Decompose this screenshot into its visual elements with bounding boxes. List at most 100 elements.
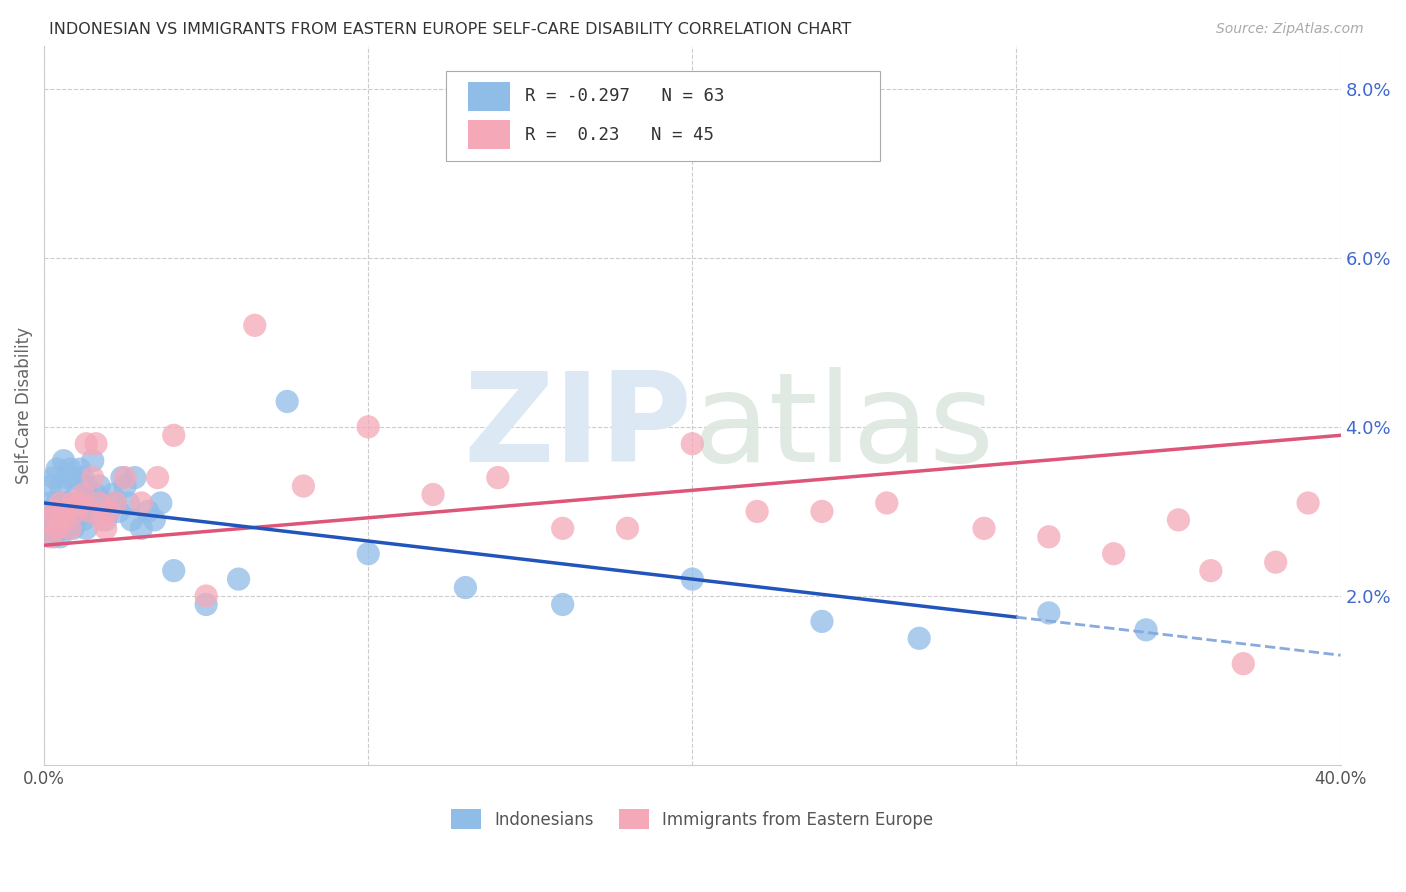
Point xyxy=(39,479,62,493)
Point xyxy=(1038,606,1060,620)
Point xyxy=(454,581,477,595)
Legend: Indonesians, Immigrants from Eastern Europe: Indonesians, Immigrants from Eastern Eur… xyxy=(444,802,941,836)
Point xyxy=(276,394,298,409)
Point xyxy=(52,513,75,527)
Point xyxy=(49,496,72,510)
Point xyxy=(42,504,65,518)
Point xyxy=(59,462,82,476)
Point xyxy=(89,496,111,510)
Point xyxy=(62,470,84,484)
Point xyxy=(49,530,72,544)
Point xyxy=(37,513,59,527)
Point xyxy=(681,436,703,450)
Point xyxy=(72,470,94,484)
Point xyxy=(1167,513,1189,527)
Point xyxy=(486,470,509,484)
Point xyxy=(39,496,62,510)
Point xyxy=(37,521,59,535)
Point xyxy=(811,615,834,629)
Point xyxy=(163,564,186,578)
Point xyxy=(82,453,104,467)
Point xyxy=(107,504,129,518)
Point xyxy=(46,496,69,510)
Point xyxy=(91,513,114,527)
Point xyxy=(101,487,124,501)
Text: ZIP: ZIP xyxy=(464,367,692,488)
Text: R =  0.23   N = 45: R = 0.23 N = 45 xyxy=(524,126,714,144)
Point xyxy=(46,521,69,535)
Point xyxy=(39,530,62,544)
Point xyxy=(79,504,101,518)
Point xyxy=(79,504,101,518)
Point xyxy=(65,504,87,518)
FancyBboxPatch shape xyxy=(446,71,880,161)
Point xyxy=(357,420,380,434)
Point xyxy=(422,487,444,501)
Point xyxy=(681,572,703,586)
Point xyxy=(114,470,136,484)
Point xyxy=(973,521,995,535)
Point xyxy=(69,462,91,476)
Point xyxy=(1199,564,1222,578)
Point xyxy=(56,470,79,484)
Point xyxy=(104,496,127,510)
Point xyxy=(52,496,75,510)
Point xyxy=(97,504,120,518)
Point xyxy=(104,496,127,510)
Point xyxy=(62,496,84,510)
Text: R = -0.297   N = 63: R = -0.297 N = 63 xyxy=(524,87,724,105)
Point xyxy=(876,496,898,510)
Point xyxy=(59,504,82,518)
Point xyxy=(136,504,159,518)
Point xyxy=(72,513,94,527)
Text: Source: ZipAtlas.com: Source: ZipAtlas.com xyxy=(1216,22,1364,37)
Point xyxy=(84,436,107,450)
Point xyxy=(149,496,172,510)
Point xyxy=(42,470,65,484)
Point xyxy=(131,496,153,510)
Point xyxy=(52,453,75,467)
Text: atlas: atlas xyxy=(692,367,994,488)
Point xyxy=(1264,555,1286,569)
Point xyxy=(1232,657,1254,671)
Point xyxy=(908,632,931,646)
Point xyxy=(46,521,69,535)
Point xyxy=(75,479,97,493)
Point xyxy=(84,487,107,501)
Bar xyxy=(468,120,509,149)
Point xyxy=(243,318,266,333)
Point xyxy=(551,598,574,612)
Point xyxy=(94,513,117,527)
Point xyxy=(124,470,146,484)
Point xyxy=(62,521,84,535)
Point xyxy=(143,513,166,527)
Point xyxy=(56,504,79,518)
Point xyxy=(146,470,169,484)
Point xyxy=(94,521,117,535)
Point xyxy=(56,504,79,518)
Point xyxy=(117,496,139,510)
Point xyxy=(195,598,218,612)
Text: INDONESIAN VS IMMIGRANTS FROM EASTERN EUROPE SELF-CARE DISABILITY CORRELATION CH: INDONESIAN VS IMMIGRANTS FROM EASTERN EU… xyxy=(49,22,852,37)
Point xyxy=(811,504,834,518)
Point xyxy=(97,504,120,518)
Point xyxy=(1038,530,1060,544)
Point xyxy=(56,521,79,535)
Point xyxy=(131,521,153,535)
Point xyxy=(39,513,62,527)
Point xyxy=(49,504,72,518)
Point xyxy=(91,496,114,510)
Point xyxy=(1135,623,1157,637)
Point xyxy=(163,428,186,442)
Point xyxy=(75,521,97,535)
Point xyxy=(747,504,769,518)
Point xyxy=(357,547,380,561)
Point xyxy=(1102,547,1125,561)
Point xyxy=(65,513,87,527)
Point xyxy=(65,487,87,501)
Point xyxy=(42,504,65,518)
Bar xyxy=(468,81,509,112)
Point xyxy=(89,479,111,493)
Point xyxy=(46,462,69,476)
Point xyxy=(69,504,91,518)
